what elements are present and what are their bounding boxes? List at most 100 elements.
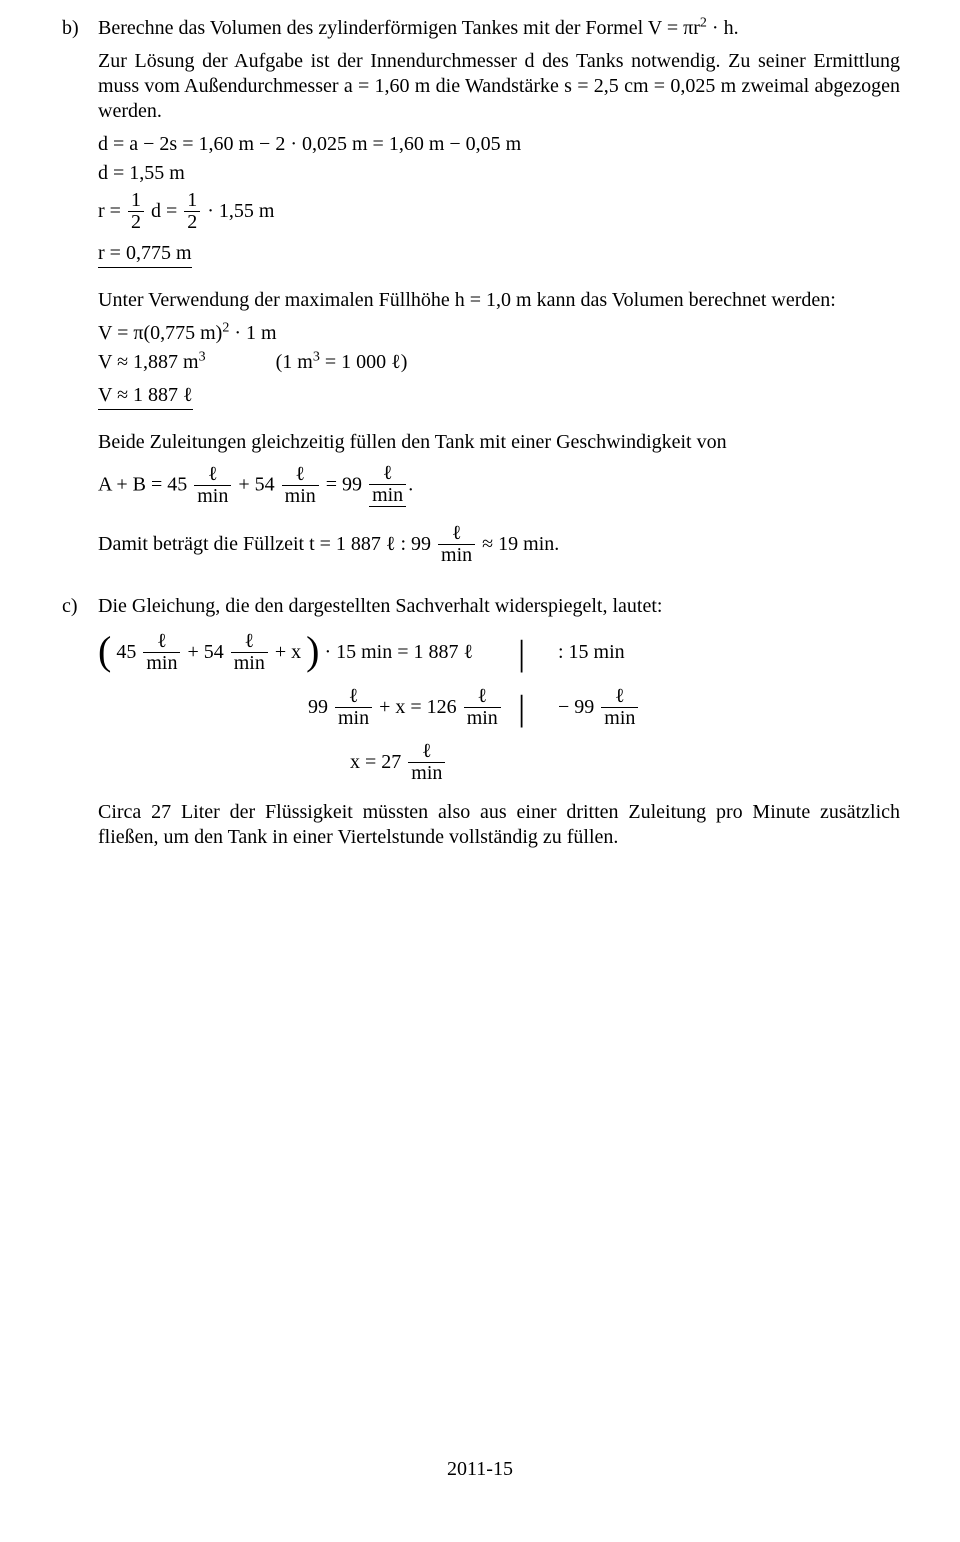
d: min [231,653,268,674]
eq-v1: V = π(0,775 m)2 · 1 m [98,321,900,346]
t: = 99 [326,474,362,496]
t: 45 [116,641,136,663]
t: (1 m [276,351,313,373]
c-intro: Die Gleichung, die den dargestellten Sac… [98,594,900,619]
frac-half-1: 1 2 [128,190,144,233]
d: min [438,545,475,566]
t: Unter Verwendung der maximalen Füllhöhe [98,289,455,311]
d: min [464,708,501,729]
n: 1 [128,190,144,212]
t: kann das Volumen berechnet werden: [532,289,836,311]
section-b: b) Berechne das Volumen des zylinderförm… [98,16,900,566]
n: ℓ [231,631,268,653]
t: 2 [700,15,707,30]
t: die Wandstärke [430,75,564,97]
t: = πr [662,17,700,39]
c-row2-right: − 99 ℓ min [558,686,758,729]
eq-r1: r = 1 2 d = 1 2 · 1,55 m [98,190,900,233]
n: ℓ [601,686,638,708]
frac-c4: ℓ min [464,686,501,729]
frac-c5: ℓ min [601,686,638,729]
t: . [408,474,413,496]
frac-c6: ℓ min [408,741,445,784]
frac-c2: ℓ min [231,631,268,674]
frac-u1: ℓ min [194,464,231,507]
frac-c3: ℓ min [335,686,372,729]
page-footer: 2011-15 [0,1457,960,1482]
frac-u3: ℓ min [369,463,406,507]
page: b) Berechne das Volumen des zylinderförm… [0,0,960,1542]
t: V [648,17,662,39]
t: = 1 000 ℓ) [320,351,408,373]
n: ℓ [369,463,406,485]
b-fillz: Damit beträgt die Füllzeit t = 1 887 ℓ :… [98,523,900,566]
n: 1 [184,190,200,212]
t: 99 [308,696,328,718]
label-c: c) [62,594,78,619]
d: min [408,763,445,784]
t: t = 1 887 ℓ : 99 [309,533,431,555]
c-row2: 99 ℓ min + x = 126 ℓ min | − 99 ℓ min [98,686,900,729]
t: 3 [313,349,320,364]
d: 2 [184,212,200,233]
n: ℓ [282,464,319,486]
d: min [282,486,319,507]
c-final: Circa 27 Liter der Flüssigkeit müssten a… [98,800,900,850]
n: ℓ [464,686,501,708]
t: 3 [199,349,206,364]
frac-u2: ℓ min [282,464,319,507]
t: · 1 m [229,322,276,344]
t: ≈ 19 min. [482,533,559,555]
t: A + B = 45 [98,474,187,496]
frac-half-2: 1 2 [184,190,200,233]
t: + x = 126 [379,696,457,718]
frac-u4: ℓ min [438,523,475,566]
eq-ab: A + B = 45 ℓ min + 54 ℓ min = 99 ℓ min . [98,463,900,507]
n: ℓ [438,523,475,545]
c-row3: x = 27 ℓ min [348,741,900,784]
t: + 54 [238,474,274,496]
d: min [194,486,231,507]
t: h = 1,0 m [455,289,532,311]
t: a = 1,60 m [344,75,431,97]
b-both: Beide Zuleitungen gleichzeitig füllen de… [98,430,900,455]
c-row1-right: : 15 min [558,640,758,665]
t: Damit beträgt die Füllzeit [98,533,309,555]
t: x = 27 [350,751,401,773]
label-b: b) [62,16,79,41]
b-intro-line1: Berechne das Volumen des zylinderförmige… [98,16,900,41]
section-c: c) Die Gleichung, die den dargestellten … [98,594,900,850]
d: min [601,708,638,729]
d: min [335,708,372,729]
frac-c1: ℓ min [143,631,180,674]
n: ℓ [408,741,445,763]
d: min [369,485,406,506]
t: · 1,55 m [207,200,274,222]
eq-r2: r = 0,775 m [98,241,192,268]
t: V = π(0,775 m) [98,322,222,344]
t: V ≈ 1,887 m [98,351,199,373]
t: d = [151,200,177,222]
t: + x [275,641,301,663]
n: ℓ [335,686,372,708]
d: 2 [128,212,144,233]
eq-d2: d = 1,55 m [98,161,900,186]
t: Berechne das Volumen des zylinderförmige… [98,17,648,39]
b-intro-line2: Zur Lösung der Aufgabe ist der Innendurc… [98,49,900,124]
t: · 15 min = 1 887 ℓ [324,641,473,663]
t: + 54 [187,641,223,663]
formula: V = πr2 · h. [648,17,739,39]
d: min [143,653,180,674]
t: r = [98,200,121,222]
n: ℓ [143,631,180,653]
eq-v2: V ≈ 1,887 m3 (1 m3 = 1 000 ℓ) [98,350,900,375]
t: s = 2,5 cm = 0,025 m [564,75,736,97]
t: · h. [707,17,739,39]
b-mid-text: Unter Verwendung der maximalen Füllhöhe … [98,288,900,313]
eq-v3: V ≈ 1 887 ℓ [98,383,193,410]
eq-d1: d = a − 2s = 1,60 m − 2 · 0,025 m = 1,60… [98,132,900,157]
n: ℓ [194,464,231,486]
c-row2-left: 99 ℓ min + x = 126 ℓ min [98,686,518,729]
t: − 99 [558,696,594,718]
c-row3-inner: x = 27 ℓ min [348,748,449,774]
